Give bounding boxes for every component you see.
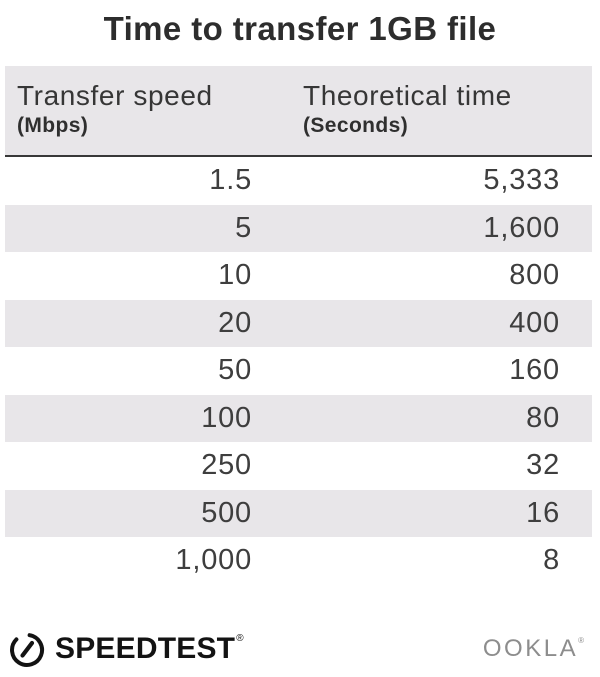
table-row: 250 32 [5, 442, 592, 490]
speed-cell: 100 [201, 401, 252, 434]
ookla-trademark-icon: ® [578, 636, 584, 645]
table-header-row: Transfer speed (Mbps) Theoretical time (… [5, 66, 592, 157]
registered-trademark-icon: ® [236, 633, 244, 644]
table-row: 1.5 5,333 [5, 157, 592, 205]
time-cell: 8 [543, 544, 560, 576]
speed-cell: 250 [201, 449, 252, 481]
time-cell: 800 [509, 259, 560, 291]
table-row: 50 160 [5, 347, 592, 395]
time-cell: 5,333 [483, 164, 560, 196]
speed-cell: 5 [235, 211, 252, 244]
column-header-speed-unit: (Mbps) [17, 114, 89, 137]
table-row: 5 1,600 [5, 204, 592, 252]
time-cell: 16 [526, 496, 560, 529]
speed-cell: 10 [218, 259, 252, 291]
speedtest-wordmark: SPEEDTEST [55, 632, 236, 665]
table-body: 1.5 5,333 5 1,600 10 800 20 400 50 160 1… [5, 157, 592, 585]
speedtest-gauge-icon [10, 633, 44, 667]
column-header-time-label: Theoretical time [303, 80, 512, 111]
speed-cell: 50 [218, 354, 252, 386]
table-row: 1,000 8 [5, 537, 592, 585]
column-header-time-unit: (Seconds) [303, 114, 409, 137]
speed-cell: 500 [201, 496, 252, 529]
speedtest-logo: SPEEDTEST ® [8, 628, 244, 670]
table-row: 500 16 [5, 489, 592, 537]
footer: SPEEDTEST ® OOKLA ® [0, 628, 600, 670]
transfer-time-table: Transfer speed (Mbps) Theoretical time (… [5, 66, 592, 585]
time-cell: 1,600 [483, 211, 560, 244]
column-header-speed: Transfer speed (Mbps) [5, 66, 303, 155]
time-cell: 160 [509, 354, 560, 386]
speed-cell: 1,000 [175, 544, 252, 576]
time-cell: 32 [526, 449, 560, 481]
speed-cell: 1.5 [209, 164, 252, 196]
time-cell: 400 [509, 306, 560, 339]
column-header-speed-label: Transfer speed [17, 80, 213, 111]
time-cell: 80 [526, 401, 560, 434]
speed-cell: 20 [218, 306, 252, 339]
page-title: Time to transfer 1GB file [103, 10, 497, 47]
column-header-time: Theoretical time (Seconds) [303, 66, 592, 155]
ookla-wordmark: OOKLA [482, 635, 579, 662]
table-row: 20 400 [5, 299, 592, 347]
table-row: 100 80 [5, 394, 592, 442]
table-row: 10 800 [5, 252, 592, 300]
ookla-logo: OOKLA ® [483, 628, 584, 670]
